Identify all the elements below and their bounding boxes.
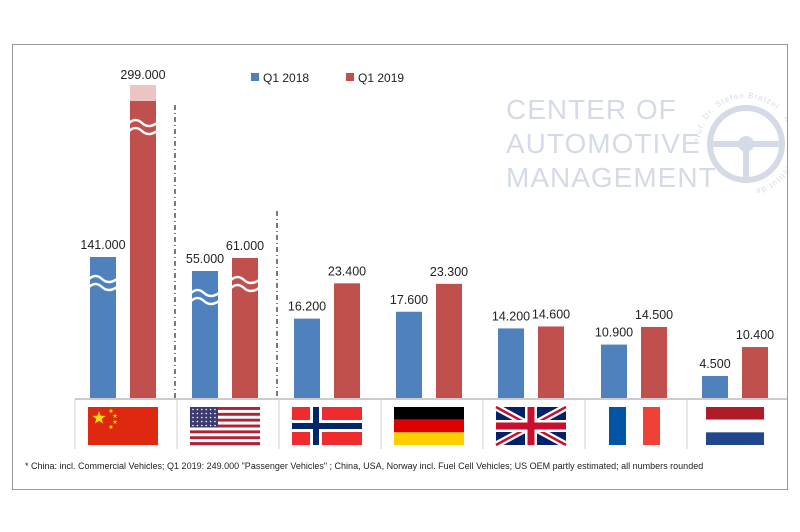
axis-break-mark: [88, 274, 118, 284]
logo-line-3: MANAGEMENT: [506, 162, 717, 193]
bar-norway-1: [294, 318, 320, 398]
chart-frame: CENTER OF AUTOMOTIVE MANAGEMENT Prof. Dr. S…: [12, 44, 788, 490]
legend-label: Q1 2019: [358, 71, 404, 85]
data-label: 299.000: [120, 68, 165, 82]
legend-label: Q1 2018: [263, 71, 309, 85]
flag-netherlands-icon: [706, 407, 764, 445]
axis-break-mark: [88, 282, 118, 292]
bar-netherlands-1: [702, 375, 728, 398]
legend-swatch: [251, 73, 259, 81]
flag-uk-icon: [494, 403, 568, 449]
axis-break-mark: [230, 275, 260, 285]
footnote: * China: incl. Commercial Vehicles; Q1 2…: [25, 461, 704, 471]
bar-france-1: [601, 344, 627, 398]
bar-china-2: [130, 101, 156, 398]
axis-break-mark: [128, 118, 158, 128]
flag-germany-icon: [394, 407, 464, 445]
flag-china-icon: [88, 407, 158, 445]
data-label: 14.600: [532, 307, 570, 321]
bar-germany-2: [436, 283, 462, 398]
data-label: 61.000: [226, 239, 264, 253]
logo-line-2: AUTOMOTIVE: [506, 128, 701, 159]
logo-line-1: CENTER OF: [506, 94, 677, 125]
axis-break-mark: [230, 283, 260, 293]
bar-cap: [130, 85, 156, 101]
bar-usa-1: [192, 271, 218, 398]
data-label: 23.400: [328, 264, 366, 278]
bar-france-2: [641, 326, 667, 398]
data-label: 4.500: [699, 357, 730, 371]
axis-break-mark: [128, 126, 158, 136]
bar-china-1: [90, 257, 116, 398]
axis-break-mark: [190, 296, 220, 306]
data-label: 14.500: [635, 308, 673, 322]
data-label: 14.200: [492, 309, 530, 323]
data-label: 16.200: [288, 300, 326, 314]
data-label: 10.900: [595, 326, 633, 340]
bar-netherlands-2: [742, 347, 768, 398]
legend-swatch: [346, 73, 354, 81]
bar-germany-1: [396, 311, 422, 398]
data-label: 23.300: [430, 265, 468, 279]
data-label: 141.000: [80, 238, 125, 252]
bar-uk-1: [498, 328, 524, 398]
bar-norway-2: [334, 283, 360, 398]
bar-uk-2: [538, 326, 564, 398]
flag-usa-icon: [190, 407, 260, 446]
axis-break-mark: [190, 288, 220, 298]
data-label: 55.000: [186, 252, 224, 266]
legend-item-2: Q1 2019: [346, 71, 404, 85]
bar-usa-2: [232, 258, 258, 398]
data-label: 10.400: [736, 328, 774, 342]
flag-norway-icon: [292, 407, 362, 445]
data-label: 17.600: [390, 293, 428, 307]
legend-item-1: Q1 2018: [251, 71, 309, 85]
flag-france-icon: [609, 407, 660, 445]
